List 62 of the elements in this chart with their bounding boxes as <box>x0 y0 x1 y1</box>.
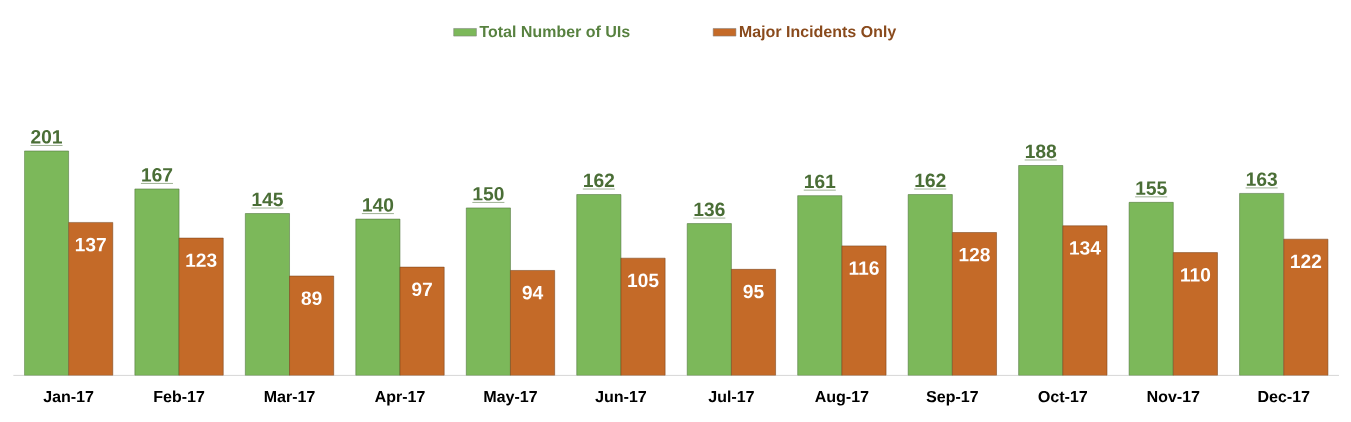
legend-label: Total Number of UIs <box>479 25 630 38</box>
bar <box>1173 252 1218 376</box>
data-label: 134 <box>1070 241 1101 255</box>
x-tick-label: Feb-17 <box>154 390 205 403</box>
bar <box>178 237 224 376</box>
bar <box>1018 165 1064 376</box>
data-label: 97 <box>412 282 432 297</box>
data-label: 137 <box>75 237 106 252</box>
x-tick-label: Jan-17 <box>43 391 94 403</box>
bar <box>1239 193 1285 376</box>
bar <box>68 222 114 376</box>
data-label: 162 <box>584 173 615 188</box>
bar <box>907 194 953 376</box>
data-label: 188 <box>1025 144 1057 159</box>
bar <box>952 232 997 376</box>
bar <box>841 245 887 376</box>
x-tick-label: Oct-17 <box>1038 390 1088 403</box>
bar <box>1062 225 1108 376</box>
data-label: 122 <box>1291 254 1322 268</box>
data-label: 94 <box>522 285 544 300</box>
bar <box>1283 238 1329 376</box>
data-label: 161 <box>804 174 836 189</box>
data-label: 162 <box>915 173 946 188</box>
x-tick-label: Mar-17 <box>264 391 315 403</box>
x-tick-label: Sep-17 <box>926 390 978 406</box>
data-label: 123 <box>186 253 217 268</box>
x-tick-label: May-17 <box>484 391 537 406</box>
bar <box>510 270 555 376</box>
bar <box>134 188 180 376</box>
bar <box>731 269 776 376</box>
bar <box>576 194 622 376</box>
bar <box>355 218 401 376</box>
bar <box>399 266 445 376</box>
data-label: 140 <box>363 198 394 212</box>
bar <box>245 213 290 376</box>
data-label: 150 <box>473 186 504 201</box>
x-tick-label: Apr-17 <box>375 391 425 406</box>
x-tick-label: Jun-17 <box>595 391 647 403</box>
x-tick-label: Aug-17 <box>815 391 869 406</box>
data-label: 128 <box>959 247 990 262</box>
x-tick-label: Nov-17 <box>1147 391 1200 403</box>
data-label: 201 <box>31 129 62 144</box>
data-label: 136 <box>694 202 725 217</box>
bar <box>686 223 732 376</box>
data-label: 145 <box>252 192 283 207</box>
data-label: 167 <box>142 167 173 182</box>
data-label: 110 <box>1181 267 1211 282</box>
x-tick-label: Jul-17 <box>708 390 754 403</box>
bar <box>24 150 69 376</box>
data-label: 163 <box>1246 172 1277 186</box>
x-tick-label: Dec-17 <box>1258 391 1310 403</box>
data-label: 155 <box>1136 181 1167 195</box>
data-label: 116 <box>849 261 879 275</box>
bar <box>289 275 334 376</box>
bar <box>797 195 843 376</box>
data-label: 95 <box>743 284 764 299</box>
bar <box>466 207 511 376</box>
data-label: 89 <box>301 291 322 305</box>
bar <box>1128 202 1174 376</box>
bar <box>620 257 666 376</box>
data-label: 105 <box>628 273 659 288</box>
legend-label: Major Incidents Only <box>739 25 897 41</box>
